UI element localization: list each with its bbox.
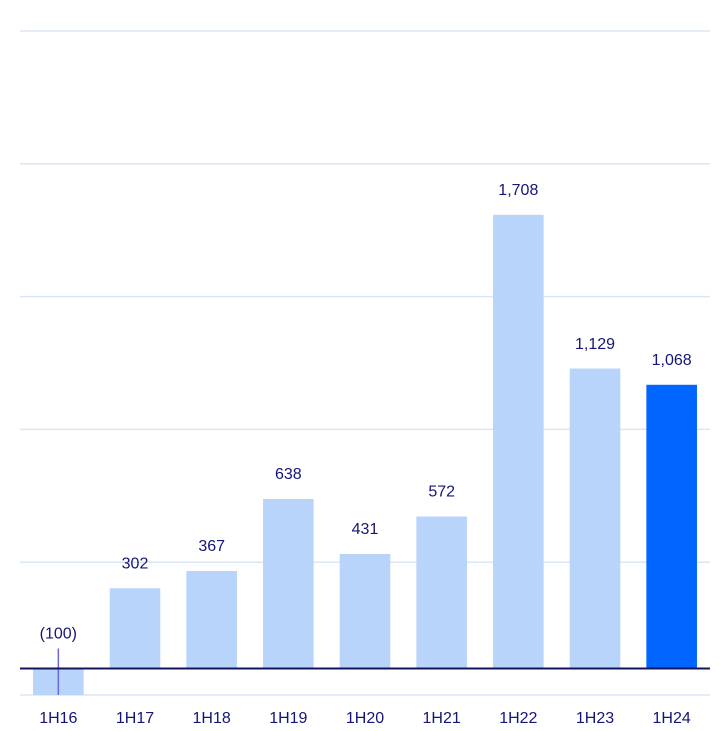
bar (109, 588, 161, 669)
bar (493, 214, 544, 669)
x-tick-label: 1H23 (576, 710, 614, 727)
x-tick-label: 1H16 (39, 710, 77, 727)
bar (416, 516, 467, 669)
value-label: 1,129 (575, 336, 615, 353)
value-label: 367 (198, 538, 225, 555)
bar (263, 498, 314, 669)
bar (646, 384, 697, 669)
value-label: 302 (122, 555, 149, 572)
value-label: 431 (352, 521, 379, 538)
x-tick-label: 1H19 (269, 710, 307, 727)
value-label: (100) (40, 626, 77, 643)
x-tick-label: 1H22 (499, 710, 537, 727)
x-tick-label: 1H17 (116, 710, 154, 727)
bar (186, 570, 237, 669)
bar (569, 368, 621, 669)
x-tick-label: 1H20 (346, 710, 384, 727)
value-label: 1,708 (498, 182, 538, 199)
x-tick-label: 1H21 (423, 710, 461, 727)
bar (339, 553, 391, 669)
x-tick-label: 1H18 (193, 710, 231, 727)
value-label: 638 (275, 466, 302, 483)
value-label: 1,068 (652, 352, 692, 369)
value-label: 572 (428, 484, 455, 501)
x-tick-label: 1H24 (653, 710, 691, 727)
